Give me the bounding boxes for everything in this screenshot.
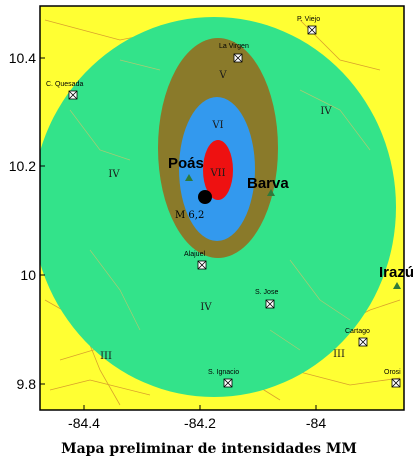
- town-label: S. Jose: [255, 289, 278, 296]
- town-marker-icon: [391, 378, 401, 388]
- town-marker-icon: [307, 25, 317, 35]
- town-marker-icon: [68, 90, 78, 100]
- zone-label-IV: IV: [200, 302, 212, 313]
- town-marker-icon: [358, 337, 368, 347]
- axis-ticks: [40, 57, 317, 410]
- volcano-marker-irazu: Irazú: [379, 264, 414, 289]
- fault-lines-green: [69, 59, 371, 351]
- map-caption: Mapa preliminar de intensidades MM: [61, 441, 357, 457]
- volcano-label: Barva: [247, 175, 289, 192]
- epicenter-icon: [198, 190, 212, 204]
- town-marker-s-jose: S. Jose: [255, 289, 278, 309]
- town-marker-icon: [265, 299, 275, 309]
- zone-label-III: III: [100, 351, 112, 362]
- volcano-label: Irazú: [379, 264, 414, 281]
- x-tick-label: -84.4: [68, 415, 100, 431]
- map-frame: [39, 5, 405, 411]
- y-tick-label: 10.4: [9, 50, 36, 66]
- town-marker-icon: [233, 53, 243, 63]
- town-marker-la-virgen: La Virgen: [219, 43, 249, 63]
- volcano-label: Poás: [168, 155, 204, 172]
- volcano-marker-poas: Poás: [168, 155, 204, 181]
- town-label: La Virgen: [219, 43, 249, 50]
- town-marker-icon: [197, 260, 207, 270]
- epicenter-label: M 6,2: [175, 210, 204, 221]
- x-tick-label: -84.2: [184, 415, 216, 431]
- volcano-icon: [267, 189, 275, 196]
- town-marker-p-viejo: P. Viejo: [297, 16, 320, 35]
- zone-label-III: III: [333, 349, 345, 360]
- volcano-icon: [393, 282, 401, 289]
- town-marker-orosi: Orosi: [384, 369, 401, 388]
- town-label: S. Ignacio: [208, 369, 239, 376]
- town-label: P. Viejo: [297, 16, 320, 23]
- town-label: Orosi: [384, 369, 401, 376]
- town-label: Alajuel: [184, 251, 205, 258]
- volcano-icon: [185, 174, 193, 181]
- zone-label-VII: VII: [209, 168, 225, 179]
- zone-VII-area: [203, 140, 233, 200]
- town-label: C. Quesada: [46, 81, 83, 88]
- epicenter-marker: M 6,2: [175, 190, 212, 221]
- town-marker-cartago: Cartago: [345, 328, 370, 347]
- x-tick-label: -84: [306, 415, 326, 431]
- town-marker-s-ignacio: S. Ignacio: [208, 369, 239, 388]
- y-tick-label: 10.2: [9, 158, 36, 174]
- volcano-marker-barva: Barva: [247, 175, 289, 196]
- zone-label-IV: IV: [320, 106, 332, 117]
- town-marker-icon: [223, 378, 233, 388]
- town-marker-alajuel: Alajuel: [184, 251, 207, 270]
- zone-label-IV: IV: [108, 169, 120, 180]
- y-tick-label: 9.8: [17, 376, 37, 392]
- zone-label-VI: VI: [211, 120, 223, 131]
- town-marker-c-quesada: C. Quesada: [46, 81, 83, 100]
- zone-label-V: V: [218, 70, 227, 81]
- town-label: Cartago: [345, 328, 370, 335]
- y-tick-label: 10: [20, 267, 36, 283]
